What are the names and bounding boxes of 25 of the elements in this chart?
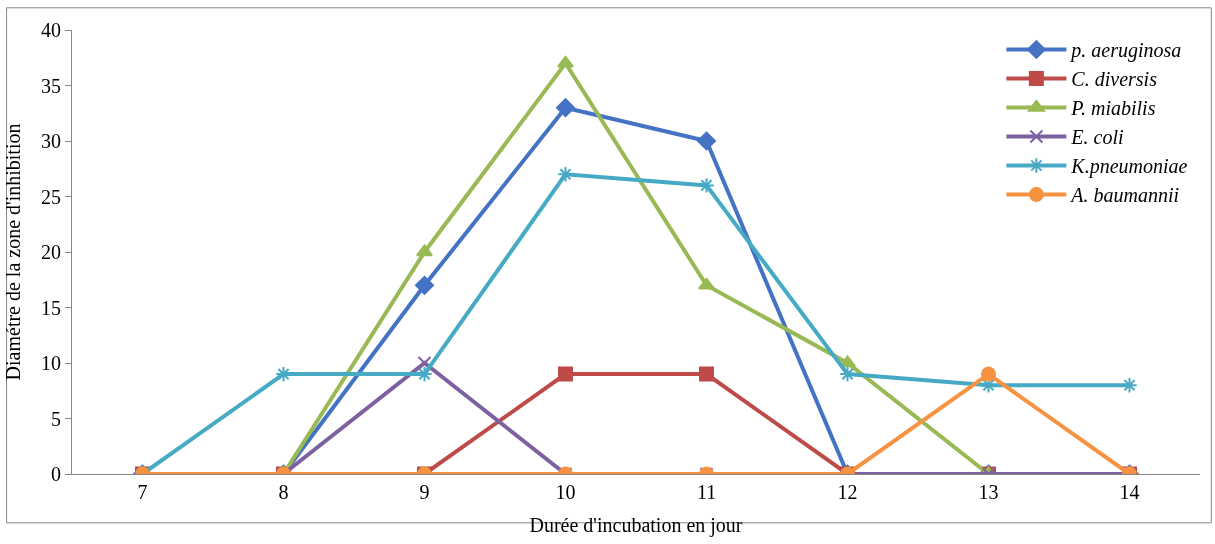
y-tick-label: 5 — [51, 407, 61, 430]
y-tick-label: 25 — [41, 185, 61, 208]
x-tick-label: 14 — [1119, 481, 1140, 503]
y-tick-label: 30 — [41, 130, 61, 152]
y-tick-label: 40 — [41, 19, 61, 41]
y-axis-title: Diamétre de la zone d'inhibition — [1, 123, 24, 381]
x-tick-label: 13 — [978, 481, 999, 503]
y-tick-label: 35 — [41, 74, 61, 97]
x-tick-label: 10 — [555, 481, 576, 503]
legend-label: K.pneumoniae — [1070, 155, 1188, 179]
y-tick-label: 20 — [41, 241, 61, 263]
x-tick-label: 11 — [696, 481, 717, 503]
x-axis-title: Durée d'incubation en jour — [529, 513, 743, 537]
x-tick-label: 8 — [278, 481, 289, 503]
legend-label: P. miabilis — [1070, 97, 1156, 120]
x-tick-label: 7 — [137, 481, 148, 503]
legend-label: A. baumannii — [1069, 184, 1180, 207]
y-tick-label: 15 — [41, 296, 61, 319]
y-tick-label: 0 — [51, 463, 61, 485]
legend-label: C. diversis — [1071, 68, 1158, 91]
y-tick-label: 10 — [41, 352, 61, 374]
legend-label: E. coli — [1070, 126, 1124, 149]
x-tick-label: 12 — [837, 481, 858, 503]
x-tick-label: 9 — [419, 481, 430, 503]
legend-label: p. aeruginosa — [1069, 39, 1182, 63]
